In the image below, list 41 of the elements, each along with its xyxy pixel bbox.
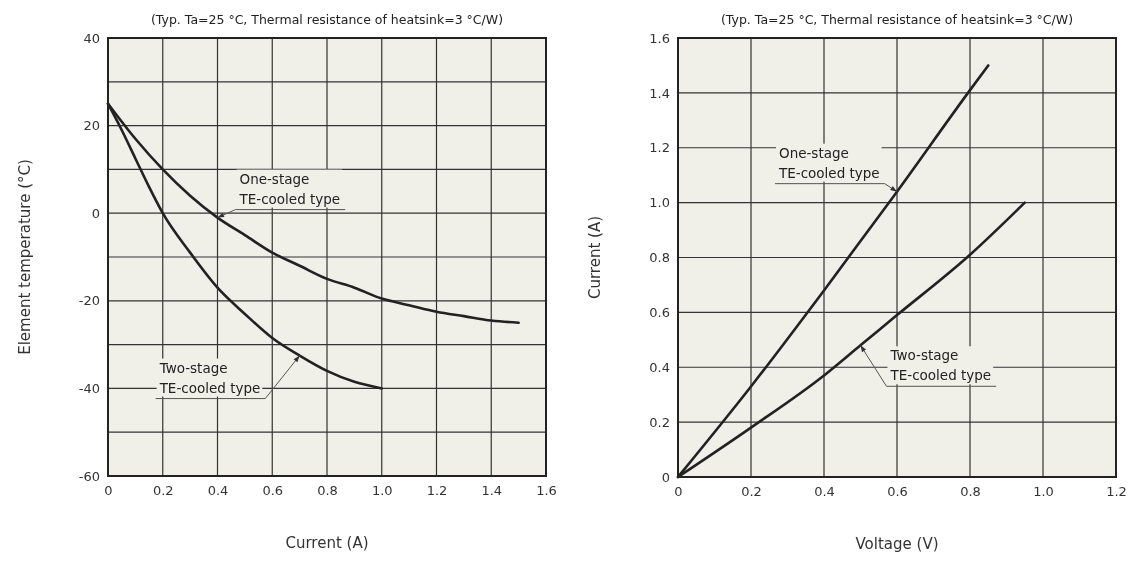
y-tick-label: 0.4 — [649, 359, 670, 375]
y-tick-label: 0.2 — [649, 414, 670, 430]
series-label: Two-stage TE-cooled type — [158, 359, 261, 396]
x-tick-label: 0 — [104, 483, 113, 499]
y-tick-label: 0.6 — [649, 305, 670, 321]
y-tick-label: 0 — [661, 469, 670, 485]
x-tick-label: 0.8 — [317, 483, 338, 499]
y-tick-label: 40 — [83, 30, 100, 46]
y-tick-label: 20 — [83, 118, 100, 134]
y-tick-label: 0.8 — [649, 250, 670, 266]
y-tick-label: 1.2 — [649, 140, 670, 156]
y-tick-label: 1.6 — [649, 30, 670, 46]
x-tick-label: 1.0 — [371, 483, 393, 499]
series-label: One-stage TE-cooled type — [238, 170, 341, 207]
series-label: One-stage TE-cooled type — [778, 144, 880, 181]
y-tick-label: -20 — [78, 293, 100, 309]
x-tick-label: 0.8 — [960, 484, 981, 500]
y-axis-title: Current (A) — [586, 215, 604, 300]
y-axis-title: Element temperature (°C) — [16, 159, 34, 355]
y-tick-label: -40 — [78, 381, 100, 397]
x-tick-label: 1.2 — [1106, 484, 1127, 500]
x-tick-label: 0.4 — [814, 484, 835, 500]
x-tick-label: 0.6 — [262, 483, 284, 499]
x-tick-label: 0.2 — [741, 484, 762, 500]
x-tick-label: 0.6 — [887, 484, 908, 500]
x-tick-label: 1.0 — [1033, 484, 1054, 500]
x-tick-label: 0.2 — [152, 483, 174, 499]
y-tick-label: 0 — [91, 205, 100, 221]
x-tick-label: 0.4 — [207, 483, 229, 499]
chart-title: (Typ. Ta=25 °C, Thermal resistance of heatsink=3 °C/W) — [150, 12, 504, 27]
x-axis-title: Voltage (V) — [855, 535, 939, 553]
y-tick-label: 1.4 — [649, 85, 670, 101]
y-tick-label: -60 — [78, 468, 100, 484]
x-axis-title: Current (A) — [285, 534, 369, 552]
x-tick-label: 1.6 — [536, 483, 557, 499]
y-tick-label: 1.0 — [649, 195, 670, 211]
x-tick-label: 0 — [674, 484, 683, 500]
x-tick-label: 1.2 — [426, 483, 448, 499]
chart-title: (Typ. Ta=25 °C, Thermal resistance of heatsink=3 °C/W) — [720, 12, 1074, 27]
x-tick-label: 1.4 — [481, 483, 503, 499]
series-label: Two-stage TE-cooled type — [889, 347, 992, 384]
